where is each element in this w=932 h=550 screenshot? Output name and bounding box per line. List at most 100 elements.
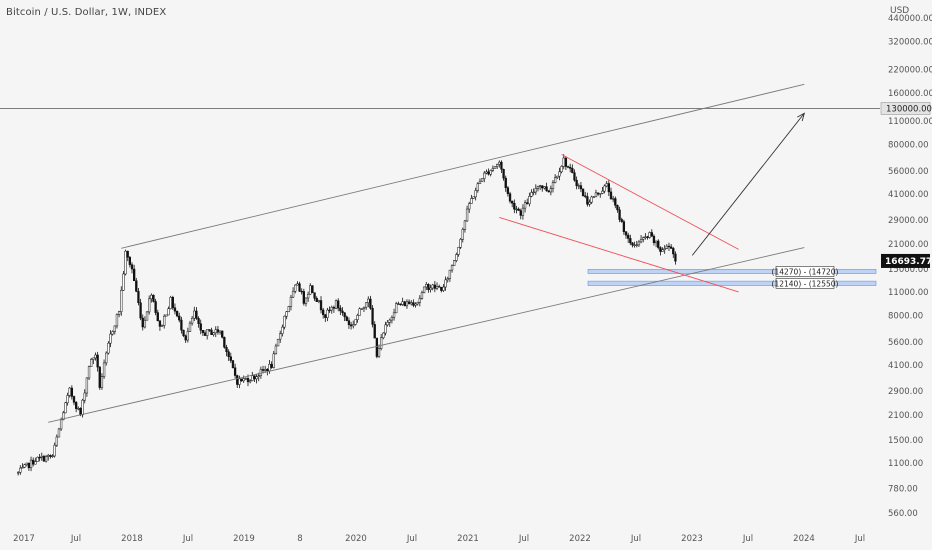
candle-body [392,312,396,318]
candle-body [51,455,54,458]
candle-body [315,298,318,302]
y-tick-label: 56000.00 [888,167,929,177]
candle-body [569,167,572,169]
projection-arrow-head [797,112,806,122]
wedge-lower-line [499,216,739,293]
candle-body [549,188,552,193]
candle-body [485,171,488,174]
support-zones: (14270) - (14720) (12140) - (12550) [587,266,877,289]
candle-body [399,303,402,306]
candle-body [601,190,604,194]
candle-body [221,330,224,338]
candle-body [571,168,574,173]
candle-body [150,294,153,300]
candle-body [238,378,241,385]
candle-body [53,444,56,457]
candle-body [276,338,280,347]
candle-body [163,315,166,326]
candle-body [306,293,310,299]
candle-body [313,292,316,299]
candle-body [92,357,95,360]
trend-lines [0,83,880,423]
candle-body [410,302,413,305]
candle-body [326,309,329,318]
candle-body [584,195,587,197]
candle-body [135,280,138,292]
candle-body [294,284,297,292]
candle-body [422,286,426,293]
candle-body [128,256,132,265]
candle-body [225,346,228,353]
candle-body [581,188,585,197]
candle-body [551,182,555,189]
candle-body [197,318,200,324]
candle-body [560,166,563,173]
candle-body [556,175,559,178]
candle-body [418,298,421,303]
candle-body [375,337,379,357]
candle-body [579,185,583,190]
candle-body [553,177,557,183]
candle-body [343,312,346,318]
candle-body [631,242,634,246]
candle-body [362,306,366,309]
candle-body [298,283,301,292]
candle-body [407,301,411,305]
candle-body [208,329,211,331]
candle-body [530,192,533,197]
candle-body [427,284,430,290]
candle-body [498,161,501,165]
candle-body [283,315,286,328]
candle-body [42,456,46,462]
candle-body [77,408,80,410]
candle-body [100,376,104,388]
candle-body [111,331,114,335]
candle-body [165,314,168,317]
candle-body [279,333,282,340]
candle-body [596,192,600,195]
candle-body [491,168,495,171]
candle-body [609,191,613,200]
y-tick-label: 2900.00 [888,387,923,397]
x-tick-label: Jul [406,534,417,544]
candle-body [332,306,336,309]
candle-body [251,375,254,381]
y-tick-label: 21000.00 [888,240,929,250]
candle-body [322,309,325,315]
candle-body [446,278,449,281]
candle-body [500,161,503,170]
candle-body [199,323,202,331]
channel-upper-line [121,83,805,249]
candle-body [17,472,20,474]
candle-body [674,253,677,262]
candle-body [38,456,41,459]
candle-body [40,456,43,458]
y-tick-label: 4100.00 [888,361,923,371]
candle-body [663,248,666,251]
y-tick-label: 29000.00 [888,216,929,226]
x-tick-label: Jul [182,534,193,544]
candle-body [55,436,58,446]
candle-body [66,395,69,404]
candle-body [75,402,78,409]
candle-body [330,306,333,311]
x-tick-label: 2018 [121,534,143,544]
candle-body [616,205,619,211]
candle-body [32,459,35,465]
candle-body [646,236,649,238]
candle-body [143,319,147,328]
candle-body [532,191,535,194]
x-tick-label: Jul [518,534,529,544]
candle-body [483,172,486,179]
x-tick-label: Jul [854,534,865,544]
candle-body [588,201,591,205]
candle-body [433,284,437,289]
candle-body [339,307,342,312]
y-tick-label: 220000.00 [888,65,932,75]
candle-body [281,326,284,334]
candle-body [216,329,220,333]
candle-body [652,235,656,244]
y-tick-label: 1500.00 [888,436,923,446]
